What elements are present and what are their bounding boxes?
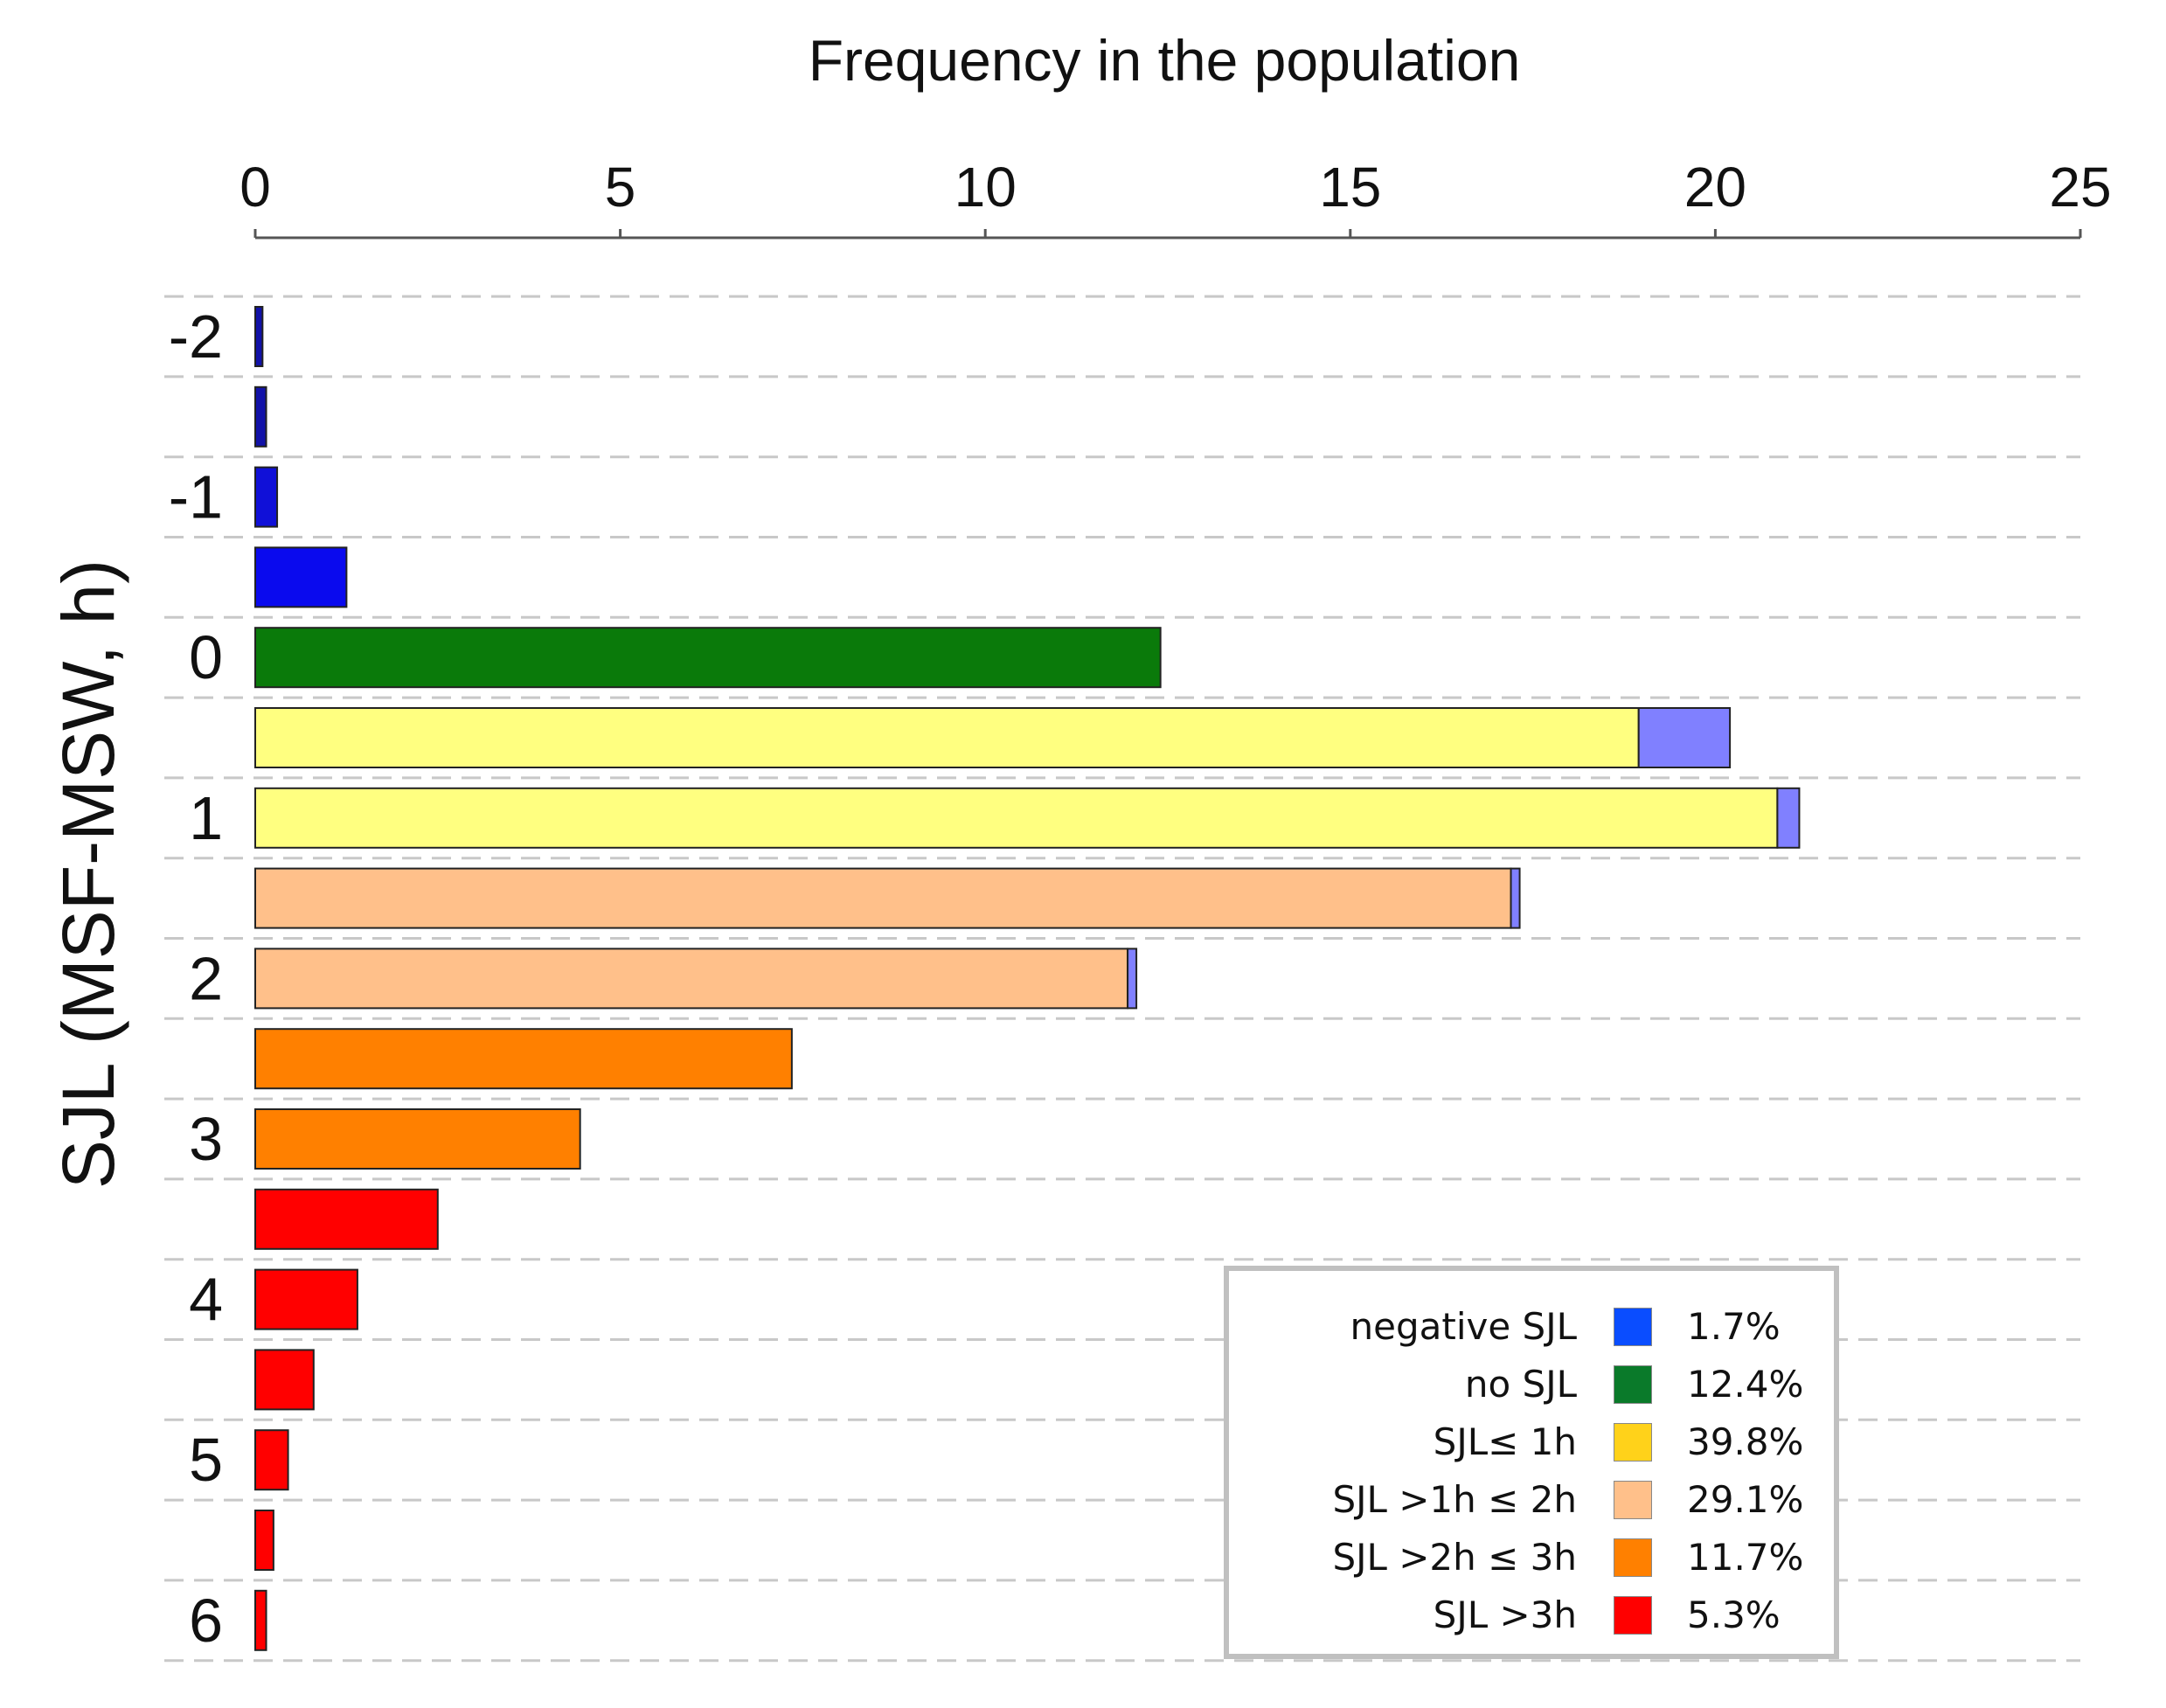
legend: negative SJL 1.7% no SJL 12.4% SJL≤ 1h 3… [1224, 1266, 1839, 1659]
y-tick-label: 3 [189, 1105, 223, 1173]
bar [254, 787, 1779, 849]
legend-swatch [1614, 1365, 1652, 1404]
legend-label: no SJL [1464, 1363, 1577, 1406]
legend-value: 29.1% [1687, 1478, 1804, 1521]
y-tick-label: 5 [189, 1426, 223, 1494]
y-tick-label: -1 [169, 463, 223, 531]
legend-value: 39.8% [1687, 1420, 1804, 1463]
legend-label: SJL >3h [1433, 1593, 1577, 1636]
x-tick-label: 5 [605, 156, 636, 219]
x-tick-label: 15 [1319, 156, 1381, 219]
bar [254, 1429, 289, 1491]
x-tick-label: 10 [955, 156, 1017, 219]
bar-segment [1776, 787, 1801, 849]
bar [254, 385, 267, 448]
x-axis-title: Frequency in the population [809, 28, 1521, 93]
bar [254, 466, 279, 528]
bar [254, 1589, 267, 1651]
bar-segment [1637, 707, 1732, 768]
legend-swatch [1614, 1423, 1652, 1462]
grid-layer [164, 295, 2080, 1663]
y-tick-label: -2 [169, 302, 223, 371]
bar [254, 1108, 581, 1170]
legend-entry-negative-sjl: negative SJL 1.7% [1229, 1301, 1834, 1353]
bar [254, 1349, 315, 1411]
bar [254, 1510, 274, 1571]
bar [254, 707, 1640, 768]
bar-segment [1127, 948, 1138, 1010]
legend-swatch [1614, 1481, 1652, 1519]
legend-swatch [1614, 1538, 1652, 1577]
legend-label: negative SJL [1350, 1305, 1578, 1348]
legend-entry-sjl-gt-3h: SJL >3h 5.3% [1229, 1589, 1834, 1642]
y-tick-labels: -2 -1 0 1 2 3 4 5 6 [169, 302, 223, 1655]
legend-value: 5.3% [1687, 1593, 1781, 1636]
legend-value: 11.7% [1687, 1536, 1804, 1579]
legend-entry-sjl-2h-3h: SJL >2h ≤ 3h 11.7% [1229, 1531, 1834, 1584]
bar [254, 948, 1129, 1010]
legend-entry-sjl-1h-2h: SJL >1h ≤ 2h 29.1% [1229, 1474, 1834, 1526]
bar [254, 546, 348, 608]
legend-entry-no-sjl: no SJL 12.4% [1229, 1358, 1834, 1411]
legend-entry-sjl-le-1h: SJL≤ 1h 39.8% [1229, 1416, 1834, 1468]
bar [254, 1188, 439, 1250]
y-tick-label: 6 [189, 1586, 223, 1655]
bar [254, 627, 1162, 689]
x-tick-label: 20 [1684, 156, 1746, 219]
legend-value: 12.4% [1687, 1363, 1804, 1406]
legend-swatch [1614, 1596, 1652, 1635]
legend-swatch [1614, 1308, 1652, 1346]
y-tick-label: 1 [189, 784, 223, 852]
bar [254, 1268, 358, 1330]
x-tick-labels: 0 5 10 15 20 25 [240, 156, 2112, 238]
legend-label: SJL≤ 1h [1433, 1420, 1577, 1463]
x-tick-label: 0 [240, 156, 271, 219]
bar-segment [1510, 867, 1521, 929]
y-tick-label: 2 [189, 944, 223, 1012]
x-tick-label: 25 [2049, 156, 2111, 219]
bar [254, 1028, 793, 1090]
bar [254, 867, 1512, 929]
bars-layer [254, 306, 1801, 1651]
y-axis-title: SJL (MSF-MSW, h) [47, 559, 129, 1189]
legend-label: SJL >2h ≤ 3h [1332, 1536, 1577, 1579]
y-tick-label: 4 [189, 1266, 223, 1334]
y-tick-label: 0 [189, 623, 223, 691]
legend-label: SJL >1h ≤ 2h [1332, 1478, 1577, 1521]
legend-value: 1.7% [1687, 1305, 1781, 1348]
bar [254, 306, 264, 367]
